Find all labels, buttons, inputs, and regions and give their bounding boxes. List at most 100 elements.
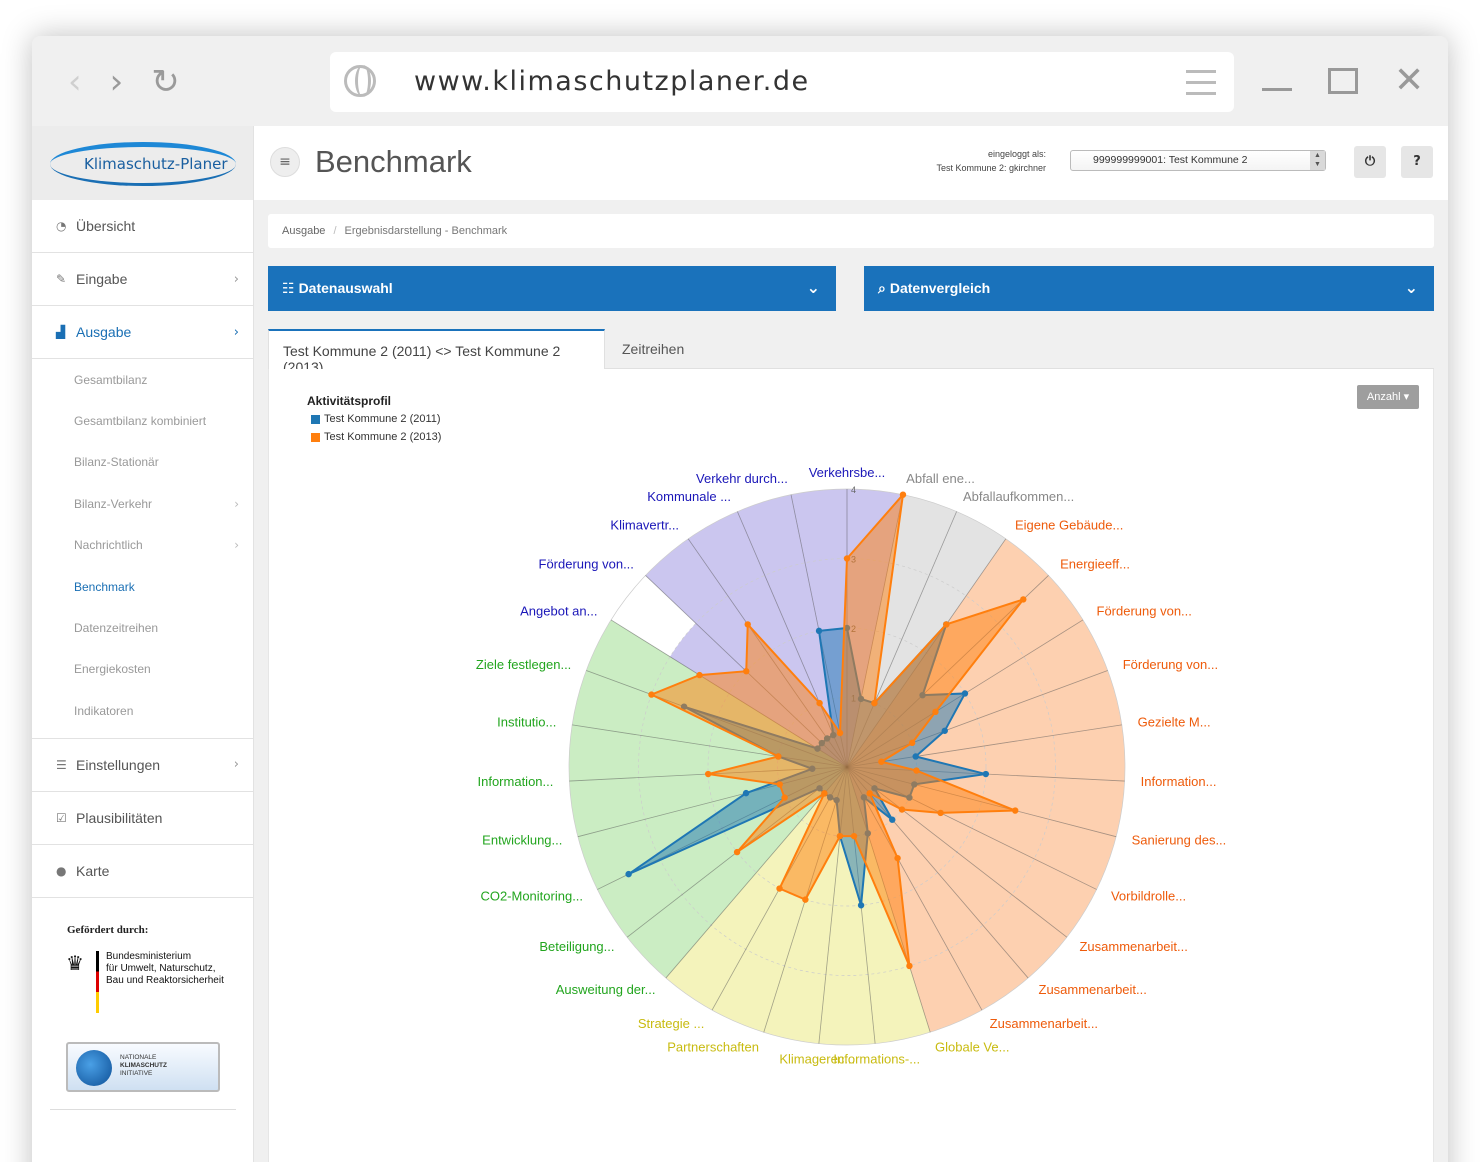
sidebar-item-label: Karte [76, 862, 110, 879]
sector-wedge [665, 767, 847, 1011]
sidebar-subitem-nachrichtlich[interactable]: Nachrichtlich › [74, 538, 239, 553]
sector-wedge [627, 767, 847, 978]
category-label: Klimagerec... [779, 1051, 855, 1066]
chevron-right-icon: › [233, 271, 239, 287]
sidebar-subitem-indikatoren[interactable]: Indikatoren [74, 703, 134, 718]
globe-icon [344, 65, 376, 97]
sidebar-subitem-bilanz-verkehr[interactable]: Bilanz-Verkehr › [74, 496, 239, 511]
data-point [625, 870, 632, 878]
category-label: Verkehrsbe... [809, 465, 886, 480]
anzahl-dropdown-button[interactable]: Anzahl ▾ [1357, 385, 1419, 409]
logo[interactable]: Klimaschutz-Planer [32, 126, 253, 200]
category-label: Information... [1141, 774, 1217, 789]
browser-chrome: ‹ › ↻ www.klimaschutzplaner.de ✕ [32, 36, 1448, 126]
minimize-icon[interactable] [1262, 87, 1292, 91]
data-point [816, 699, 823, 707]
data-point [733, 848, 741, 856]
sidebar-item-ausgabe[interactable]: ▟ Ausgabe › [32, 306, 253, 359]
check-square-icon: ☑ [56, 810, 67, 825]
logout-button[interactable]: ⏻ [1354, 146, 1386, 178]
eagle-icon: ♛ [66, 951, 84, 975]
chevron-down-icon[interactable]: ⌄ [806, 278, 820, 297]
sidebar-item-label: Einstellungen [76, 756, 161, 773]
category-label: Kommunale ... [647, 489, 731, 504]
data-point [744, 621, 751, 628]
sidebar-subitem-gesamtbilanz-kombiniert[interactable]: Gesamtbilanz kombiniert [74, 414, 207, 429]
chevron-down-icon[interactable]: ⌄ [1404, 278, 1418, 297]
menu-toggle-button[interactable]: ≡ [270, 147, 300, 177]
data-point [908, 739, 916, 747]
breadcrumb: Ausgabe / Ergebnisdarstellung - Benchmark [268, 214, 1434, 248]
data-point [932, 708, 939, 716]
data-point [815, 627, 823, 635]
tab-zeitreihen[interactable]: Zeitreihen [622, 341, 685, 357]
reload-icon[interactable]: ↻ [151, 62, 180, 102]
chevron-right-icon: › [233, 324, 239, 340]
sidebar-subitem-benchmark[interactable]: Benchmark [74, 579, 135, 594]
url-text[interactable]: www.klimaschutzplaner.de [414, 66, 810, 97]
legend-item-2011[interactable]: Test Kommune 2 (2011) [311, 413, 441, 425]
sidebar-subitem-bilanz-stationaer[interactable]: Bilanz-Stationär [74, 455, 159, 470]
sidebar-item-eingabe[interactable]: ✎ Eingabe › [32, 253, 253, 306]
legend-item-2013[interactable]: Test Kommune 2 (2013) [311, 431, 441, 443]
data-point [912, 753, 919, 760]
kommune-select[interactable]: 999999999001: Test Kommune 2 ▲ ▼ [1070, 150, 1326, 171]
ausgabe-submenu: Gesamtbilanz Gesamtbilanz kombiniert Bil… [32, 359, 253, 739]
browser-window: ‹ › ↻ www.klimaschutzplaner.de ✕ Klimasc… [32, 36, 1448, 1162]
bmu-logo[interactable]: ♛ Bundesministerium für Umwelt, Natursch… [66, 951, 226, 1015]
address-bar[interactable]: www.klimaschutzplaner.de [330, 52, 1234, 112]
sector-wedge [847, 767, 1067, 978]
maximize-icon[interactable] [1328, 68, 1358, 94]
data-point [913, 767, 920, 774]
help-button[interactable]: ? [1401, 146, 1433, 178]
nki-logo[interactable]: NATIONALE KLIMASCHUTZ INITIATIVE [66, 1042, 220, 1092]
data-point [871, 699, 878, 707]
category-label: Ziele festlegen... [476, 657, 571, 672]
sidebar-item-plausibilitaeten[interactable]: ☑ Plausibilitäten [32, 792, 253, 845]
power-icon: ⏻ [1364, 154, 1376, 169]
search-icon: ⌕ [878, 281, 886, 297]
data-point [1020, 596, 1027, 603]
sidebar-item-uebersicht[interactable]: ◔ Übersicht [32, 200, 253, 253]
category-label: Förderung von... [539, 556, 634, 571]
sidebar-subitem-energiekosten[interactable]: Energiekosten [74, 662, 151, 677]
category-label: Information... [478, 774, 554, 789]
data-point [1012, 807, 1019, 814]
category-label: Sanierung des... [1132, 833, 1227, 848]
data-point [843, 555, 851, 562]
tab-comparison[interactable]: Test Kommune 2 (2011) <> Test Kommune 2 … [268, 329, 605, 375]
category-label: Eigene Gebäude... [1015, 518, 1123, 533]
sidebar-item-label: Übersicht [76, 218, 136, 234]
category-label: Klimavertr... [610, 518, 679, 533]
grid-circle [638, 558, 1056, 976]
sidebar-subitem-gesamtbilanz[interactable]: Gesamtbilanz [74, 372, 148, 387]
data-point [866, 790, 873, 797]
sidebar-subitem-datenzeitreihen[interactable]: Datenzeitreihen [74, 621, 159, 636]
category-label: Strategie ... [638, 1016, 704, 1031]
data-point [941, 727, 948, 734]
data-point [802, 896, 809, 903]
data-point [696, 671, 703, 679]
close-icon[interactable]: ✕ [1394, 60, 1425, 101]
sidebar-item-karte[interactable]: ● Karte [32, 845, 253, 898]
category-label: Informations-... [833, 1051, 920, 1066]
forward-icon[interactable]: › [109, 62, 124, 102]
sector-wedge [847, 767, 1029, 1011]
chart-title: Aktivitätsprofil [307, 394, 392, 408]
category-label: Angebot an... [520, 603, 597, 618]
data-point [857, 902, 865, 909]
sidebar-item-einstellungen[interactable]: ☰ Einstellungen › [32, 739, 253, 792]
datenauswahl-panel[interactable]: ☷ Datenauswahl ⌄ [268, 266, 836, 311]
select-arrows-icon: ▲ ▼ [1310, 151, 1325, 170]
page-header: ≡ Benchmark eingeloggt als: Test Kommune… [254, 126, 1448, 200]
data-point [821, 790, 828, 797]
data-point [898, 806, 906, 813]
data-point [889, 816, 896, 823]
back-icon[interactable]: ‹ [68, 62, 82, 102]
funded-by-label: Gefördert durch: [67, 924, 149, 936]
breadcrumb-root[interactable]: Ausgabe [282, 225, 326, 237]
browser-menu-icon[interactable] [1186, 70, 1216, 103]
data-point [704, 770, 712, 778]
datenvergleich-panel[interactable]: ⌕ Datenvergleich ⌄ [864, 266, 1434, 311]
list-icon: ☷ [282, 281, 295, 297]
